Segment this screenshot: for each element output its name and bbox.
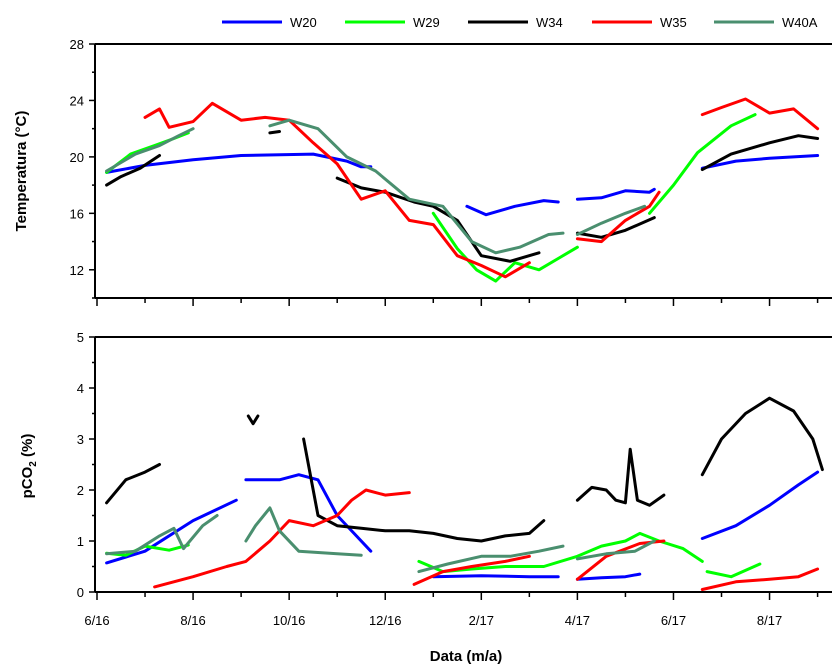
pco2-panel: 0 1 2 3 4 5 6/16 8/16 10/16 12/16 2/17 4/17 6/17 8/1… [19,330,832,665]
legend-w34-label: W34 [536,15,563,30]
pco2-series-line-w40a [417,544,565,574]
pco2-series-line-w34 [246,414,260,426]
temperature-series-line-w35 [143,101,531,279]
x-tick-label: 12/16 [369,613,402,628]
temperature-series-w20 [105,152,820,217]
temperature-series-line-w20 [465,199,560,217]
temperature-y-tick-label: 12 [70,263,84,278]
x-tick-label: 6/16 [84,613,109,628]
x-tick-label: 8/16 [180,613,205,628]
legend: W20 W29 W34 W35 W40A [222,15,818,30]
pco2-series-line-w40a [575,539,656,561]
pco2-series-line-w29 [705,562,762,579]
pco2-series-line-w20 [105,498,238,565]
pco2-series-line-w40a [244,506,363,557]
temperature-y-tick-label: 28 [70,37,84,52]
pco2-x-ticks: 6/16 8/16 10/16 12/16 2/17 4/17 6/17 8/17 [84,592,819,628]
temperature-series-line-w20 [575,187,656,201]
temperature-series-line-w20 [105,152,373,174]
pco2-y-tick-label: 5 [77,330,84,345]
temperature-series-w29 [105,113,757,283]
pco2-series-line-w34 [700,396,824,477]
temperature-series-line-w35 [700,97,820,131]
legend-w20-label: W20 [290,15,317,30]
temperature-y-tick-label: 20 [70,150,84,165]
temperature-series-line-w35 [575,190,661,244]
legend-w35-label: W35 [660,15,687,30]
temperature-y-axis-label: Temperatura (°C) [13,111,30,232]
pco2-series-line-w34 [105,463,161,505]
temperature-series-line-w40a [575,204,647,236]
pco2-series-line-w35 [575,539,666,581]
temperature-series-line-w29 [648,113,757,215]
pco2-y-tick-label: 2 [77,483,84,498]
pco2-y-tick-label: 3 [77,432,84,447]
pco2-series-line-w40a [105,514,219,556]
temperature-series-line-w34 [575,216,656,239]
temperature-y-tick-label: 16 [70,206,84,221]
temperature-panel: 12 16 20 24 28 Temperatura (°C) [13,37,832,306]
pco2-y-ticks: 0 1 2 3 4 5 [77,330,95,600]
x-axis-label: Data (m/a) [430,648,503,665]
pco2-series-line-w34 [302,437,546,543]
pco2-series-line-w20 [575,572,642,581]
temperature-y-ticks: 12 16 20 24 28 [70,37,95,299]
pco2-series-line-w35 [700,567,820,591]
pco2-series-line-w20 [244,473,373,553]
temperature-series-line-w34 [105,154,161,187]
temperature-series-w35 [143,97,820,279]
pco2-y-tick-label: 1 [77,534,84,549]
pco2-series [105,396,824,591]
pco2-series-line-w34 [575,447,666,507]
legend-w29-label: W29 [413,15,440,30]
pco2-series-line-w20 [700,470,820,540]
pco2-series-w20 [105,470,820,581]
temperature-series-line-w29 [431,211,579,283]
pco2-series-w40a [105,506,656,574]
x-tick-label: 8/17 [757,613,782,628]
temperature-series-line-w34 [700,134,820,172]
pco2-series-line-w35 [412,554,531,586]
pco2-y-tick-label: 0 [77,585,84,600]
x-tick-label: 10/16 [273,613,306,628]
temperature-series-line-w20 [700,154,820,170]
temperature-series-line-w34 [335,176,541,263]
pco2-series-w34 [105,396,824,543]
temperature-y-tick-label: 24 [70,93,84,108]
pco2-y-axis-label: pCO2 (%) [19,434,39,499]
pco2-series-line-w20 [431,574,560,579]
pco2-y-tick-label: 4 [77,381,84,396]
temperature-series-line-w34 [268,130,281,135]
x-tick-label: 2/17 [469,613,494,628]
x-tick-label: 6/17 [661,613,686,628]
temperature-series-w40a [105,118,647,255]
pco2-series-line-w35 [153,488,411,589]
legend-w40a-label: W40A [782,15,818,30]
temperature-series [105,97,820,283]
temperature-series-line-w40a [105,127,195,173]
temperature-series-line-w40a [268,118,565,255]
temperature-series-w34 [105,130,820,263]
temperature-x-ticks [96,298,819,306]
x-tick-label: 4/17 [565,613,590,628]
